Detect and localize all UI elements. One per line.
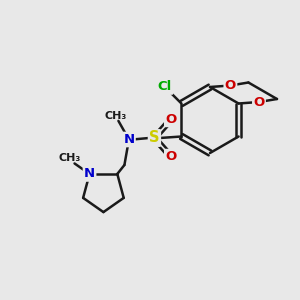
- Text: Cl: Cl: [158, 80, 172, 94]
- Text: O: O: [225, 79, 236, 92]
- Text: CH₃: CH₃: [104, 111, 127, 122]
- Text: S: S: [149, 130, 160, 146]
- Text: N: N: [84, 167, 95, 181]
- Text: O: O: [254, 95, 265, 109]
- Text: CH₃: CH₃: [59, 153, 81, 163]
- Text: N: N: [123, 133, 134, 146]
- Text: O: O: [165, 150, 176, 163]
- Text: O: O: [165, 113, 176, 126]
